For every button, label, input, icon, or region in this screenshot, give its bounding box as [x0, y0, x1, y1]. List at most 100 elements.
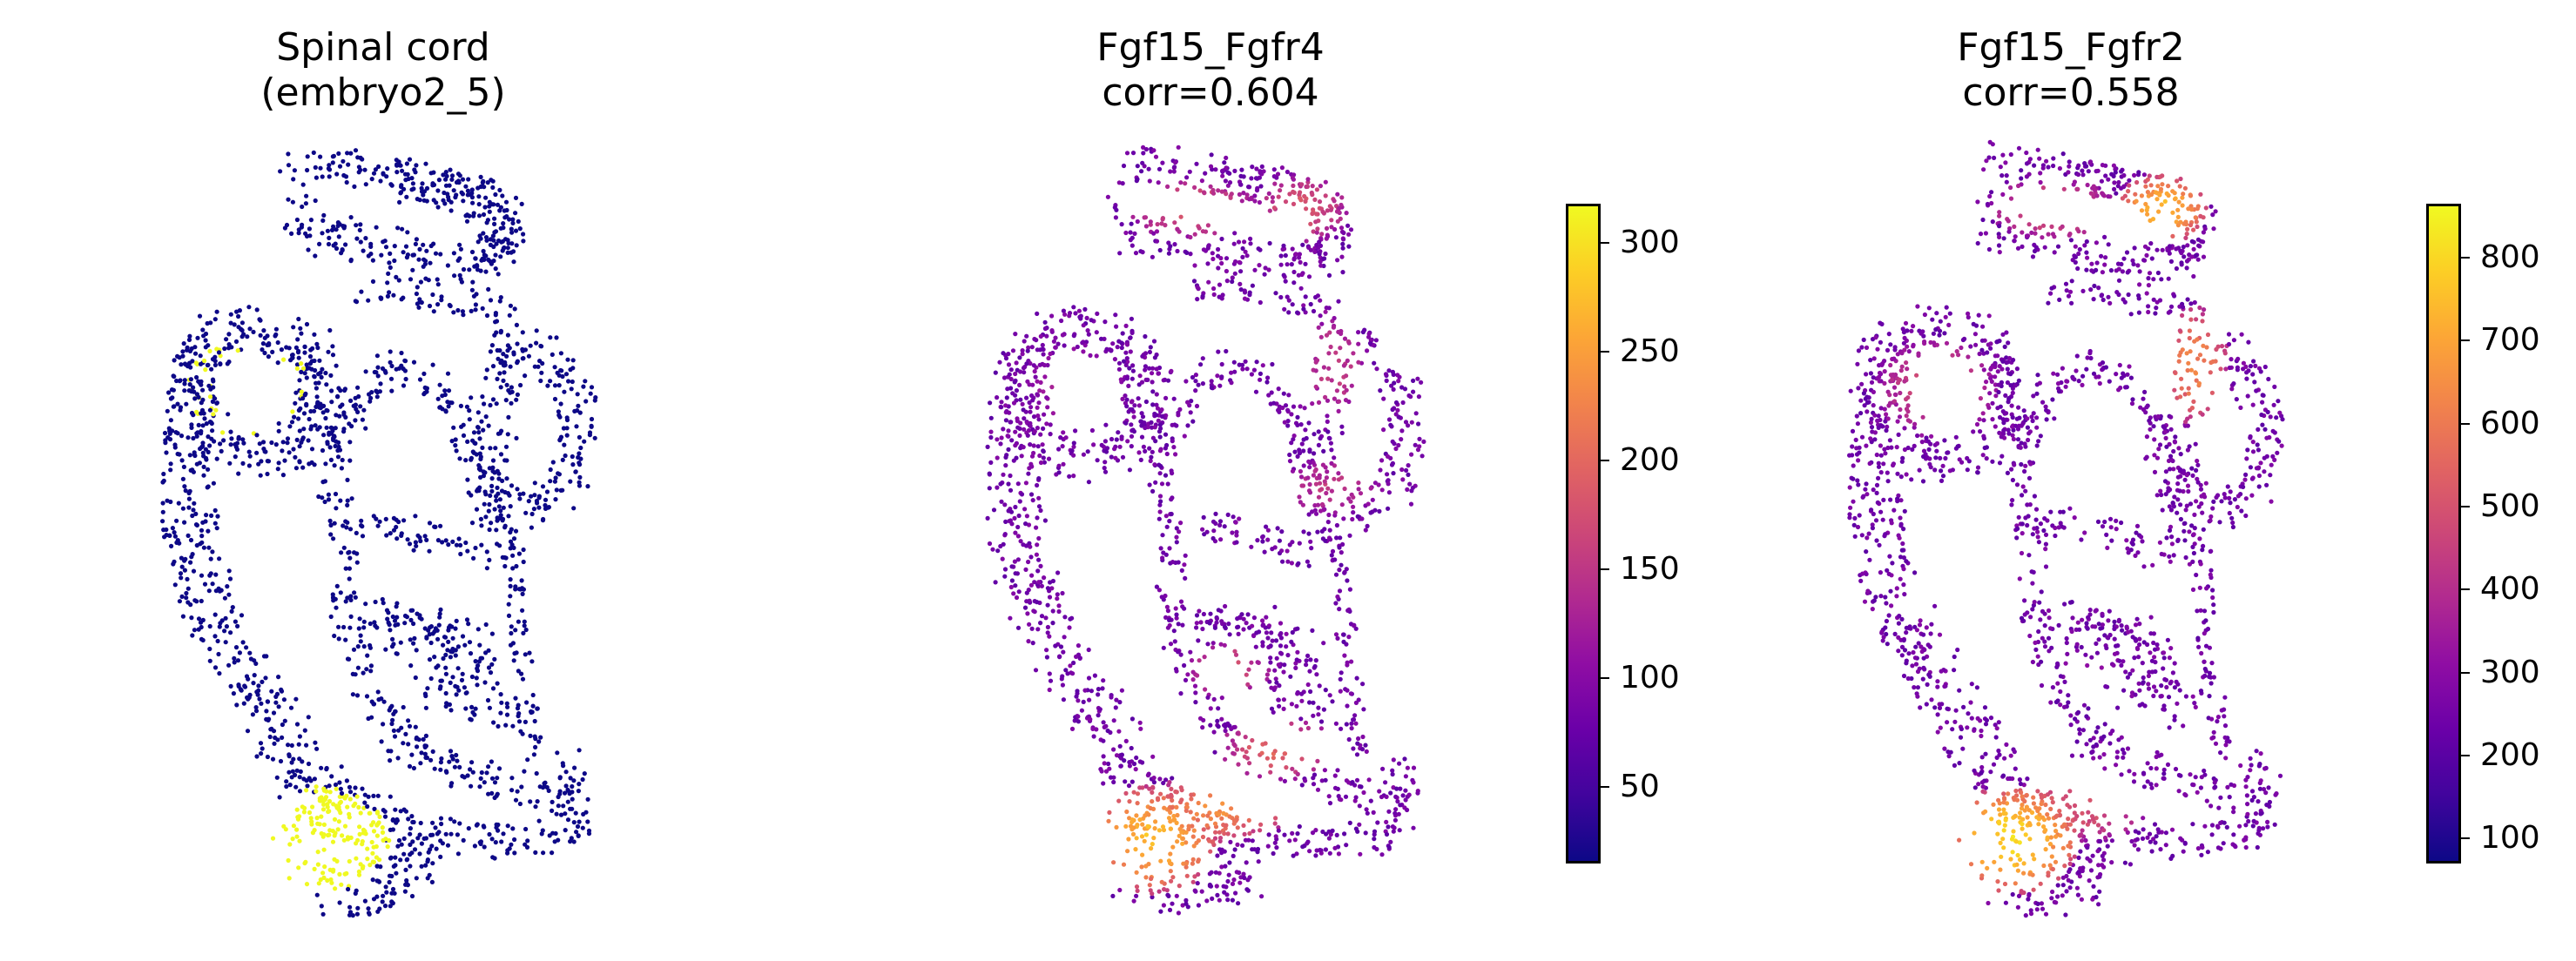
cell-point — [191, 385, 196, 390]
cell-point — [1110, 893, 1116, 898]
cell-point — [1203, 171, 1208, 176]
cell-point — [361, 407, 367, 413]
cell-point — [1406, 393, 1412, 399]
cell-point — [1278, 635, 1284, 641]
cell-point — [290, 353, 295, 358]
cell-point — [1102, 466, 1107, 471]
cell-point — [409, 176, 415, 181]
cell-point — [520, 591, 525, 597]
cell-point — [1149, 420, 1154, 425]
cell-point — [260, 440, 266, 445]
cell-point — [1071, 305, 1076, 310]
cell-point — [365, 653, 370, 658]
cell-point — [1338, 346, 1343, 351]
cell-point — [1216, 188, 1221, 193]
cell-point — [1338, 535, 1343, 541]
cell-point — [1050, 608, 1055, 614]
cell-point — [520, 676, 526, 682]
cell-point — [1128, 407, 1133, 412]
cell-point — [1038, 333, 1043, 339]
cell-point — [2185, 226, 2190, 232]
cell-point — [1219, 374, 1224, 380]
cell-point — [493, 252, 498, 258]
cell-point — [235, 658, 241, 663]
cell-point — [1063, 435, 1069, 440]
cell-point — [446, 198, 451, 203]
cell-point — [505, 250, 510, 255]
cell-point — [554, 335, 559, 340]
cell-point — [1024, 514, 1029, 519]
cell-point — [1163, 473, 1169, 478]
cell-point — [1179, 568, 1184, 574]
cell-point — [320, 807, 327, 812]
cell-point — [1210, 191, 1217, 196]
cell-point — [1310, 628, 1315, 634]
cell-point — [325, 877, 330, 884]
cell-point — [1120, 454, 1126, 460]
cell-point — [508, 594, 513, 599]
cell-point — [1140, 160, 1145, 165]
colorbar-tick-label: 250 — [1620, 333, 1680, 370]
cell-point — [377, 519, 382, 524]
cell-point — [536, 505, 542, 510]
cell-point — [513, 211, 518, 216]
cell-point — [192, 389, 197, 394]
cell-point — [1179, 788, 1184, 793]
cell-point — [319, 374, 324, 380]
cell-point — [509, 241, 515, 246]
cell-point — [453, 443, 458, 448]
cell-point — [496, 476, 502, 481]
cell-point — [168, 499, 173, 505]
cell-point — [465, 188, 471, 193]
cell-point — [461, 266, 467, 272]
cell-point — [533, 850, 538, 856]
cell-point — [1363, 743, 1368, 748]
cell-point — [412, 847, 418, 852]
cell-point — [1319, 501, 1325, 507]
cell-point — [469, 521, 475, 526]
cell-point — [508, 303, 514, 308]
cell-point — [1272, 685, 1278, 690]
cell-point — [430, 749, 435, 755]
cell-point — [203, 447, 208, 452]
cell-point — [1150, 402, 1156, 407]
cell-point — [304, 788, 309, 793]
cell-point — [251, 329, 256, 334]
cell-point — [1170, 797, 1175, 803]
cell-point — [568, 479, 573, 484]
cell-point — [236, 471, 241, 476]
cell-point — [312, 374, 317, 380]
cell-point — [2066, 170, 2071, 175]
cell-point — [1162, 805, 1167, 810]
cell-point — [1166, 816, 1172, 821]
cell-point — [185, 533, 191, 539]
cell-point — [1206, 243, 1211, 248]
cell-point — [383, 516, 388, 522]
cell-point — [1038, 507, 1043, 514]
cell-point — [1094, 727, 1099, 732]
cell-point — [374, 878, 380, 884]
cell-point — [2057, 165, 2062, 171]
cell-point — [306, 438, 311, 443]
cell-point — [1311, 767, 1316, 772]
cell-point — [1096, 692, 1101, 697]
cell-point — [463, 706, 469, 711]
cell-point — [1354, 675, 1359, 681]
cell-point — [353, 785, 358, 790]
cell-point — [1139, 434, 1145, 440]
cell-point — [1263, 265, 1268, 271]
cell-point — [1169, 368, 1174, 373]
cell-point — [437, 405, 443, 410]
cell-point — [1291, 404, 1297, 409]
cell-point — [519, 578, 524, 583]
cell-point — [1156, 418, 1161, 423]
cell-point — [1118, 763, 1123, 769]
cell-point — [1237, 192, 1242, 197]
cell-point — [1278, 188, 1283, 193]
cell-point — [1176, 410, 1181, 415]
cell-point — [450, 635, 455, 641]
cell-point — [1231, 750, 1236, 756]
cell-point — [1348, 364, 1353, 369]
cell-point — [331, 536, 336, 541]
cell-point — [448, 749, 454, 754]
